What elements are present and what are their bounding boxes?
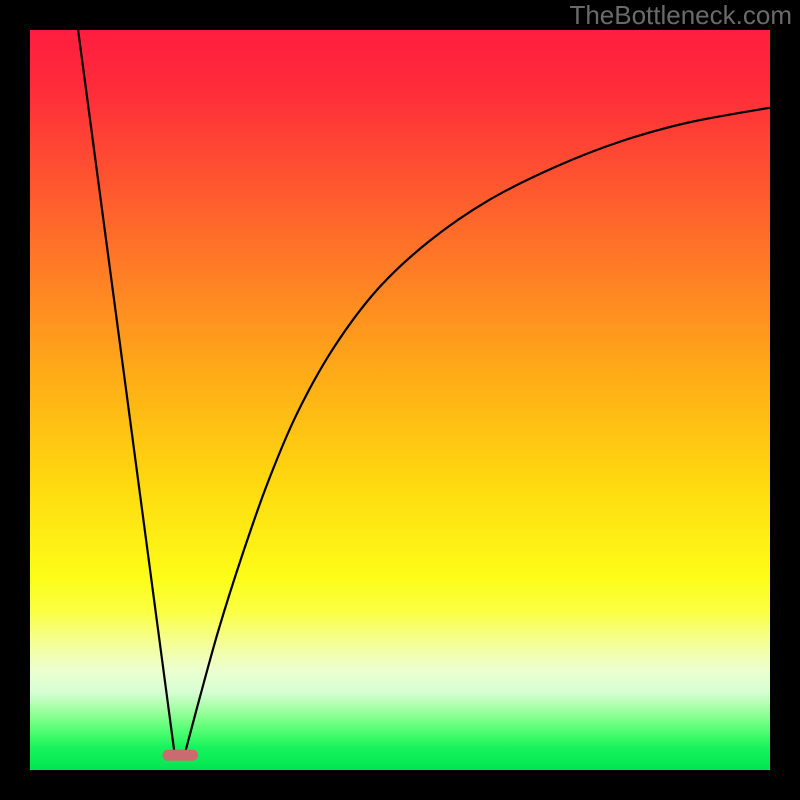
plot-area <box>30 30 770 770</box>
bottleneck-chart: TheBottleneck.com <box>0 0 800 800</box>
optimal-marker <box>162 750 198 761</box>
attribution-text: TheBottleneck.com <box>569 0 792 30</box>
